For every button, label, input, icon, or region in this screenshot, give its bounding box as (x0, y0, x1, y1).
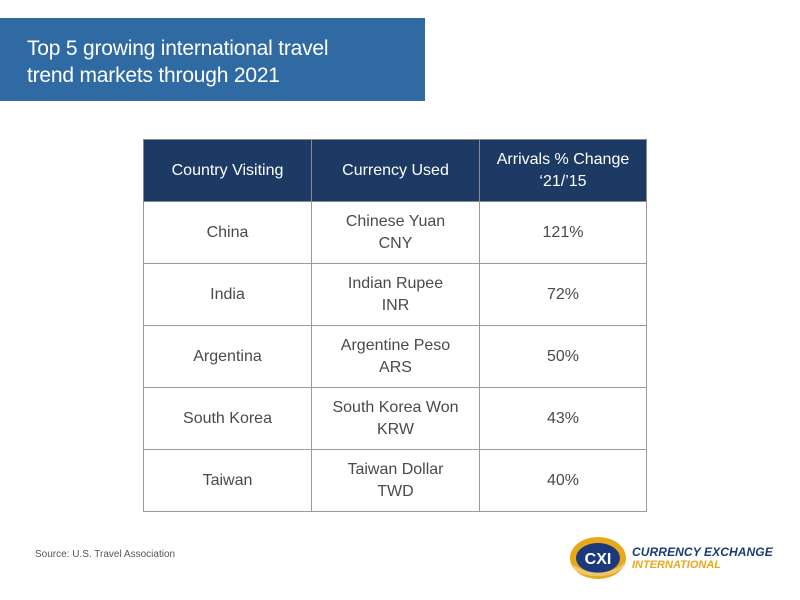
table-row: South Korea South Korea Won KRW 43% (143, 387, 647, 450)
cxi-logo-line-2: INTERNATIONAL (632, 559, 722, 571)
column-header-currency: Currency Used (311, 139, 480, 202)
cell-country: South Korea (143, 387, 312, 450)
cell-country: India (143, 263, 312, 326)
cell-currency: Chinese Yuan CNY (311, 201, 480, 264)
cell-arrivals-change: 40% (479, 449, 647, 512)
source-note: Source: U.S. Travel Association (35, 549, 176, 560)
cell-currency-code: KRW (376, 420, 415, 438)
cell-arrivals-change: 43% (479, 387, 647, 450)
column-header-arrivals-change-line-2: ‘21/’15 (539, 172, 587, 190)
column-header-arrivals-change: Arrivals % Change ‘21/’15 (479, 139, 647, 202)
cell-currency-name: Taiwan Dollar (347, 460, 444, 478)
cell-currency-name: Argentine Peso (340, 336, 451, 354)
cell-country: China (143, 201, 312, 264)
cxi-logo-mark-icon: CXI (570, 537, 626, 579)
cxi-logo-line-1: CURRENCY EXCHANGE (632, 545, 773, 559)
travel-markets-table: Country Visiting Currency Used Arrivals … (143, 139, 647, 512)
cell-currency-code: INR (381, 296, 410, 314)
cell-currency: Indian Rupee INR (311, 263, 480, 326)
cell-currency: Taiwan Dollar TWD (311, 449, 480, 512)
cell-arrivals-change: 121% (479, 201, 647, 264)
cell-currency-code: CNY (378, 234, 413, 252)
cell-country: Argentina (143, 325, 312, 388)
page-title-line-2: trend markets through 2021 (27, 64, 280, 87)
table-row: India Indian Rupee INR 72% (143, 263, 647, 326)
cell-country: Taiwan (143, 449, 312, 512)
cell-currency: Argentine Peso ARS (311, 325, 480, 388)
table-row: China Chinese Yuan CNY 121% (143, 201, 647, 264)
table-row: Taiwan Taiwan Dollar TWD 40% (143, 449, 647, 512)
cell-currency-name: South Korea Won (332, 398, 459, 416)
cell-currency-name: Indian Rupee (347, 274, 444, 292)
cell-currency-name: Chinese Yuan (345, 212, 446, 230)
cxi-logo-mark-text: CXI (585, 551, 612, 568)
cell-currency: South Korea Won KRW (311, 387, 480, 450)
column-header-arrivals-change-line-1: Arrivals % Change (496, 150, 630, 168)
column-header-currency-label: Currency Used (342, 161, 449, 179)
column-header-country: Country Visiting (143, 139, 312, 202)
cxi-logo-wordmark: CURRENCY EXCHANGE INTERNATIONAL (632, 545, 773, 572)
cell-arrivals-change: 72% (479, 263, 647, 326)
title-banner: Top 5 growing international travel trend… (0, 18, 425, 101)
table-row: Argentina Argentine Peso ARS 50% (143, 325, 647, 388)
cxi-logo: CXI CURRENCY EXCHANGE INTERNATIONAL (568, 535, 783, 581)
cell-currency-code: TWD (377, 482, 414, 500)
page-title-line-1: Top 5 growing international travel (27, 37, 329, 60)
column-header-country-label: Country Visiting (171, 161, 284, 179)
table-header-row: Country Visiting Currency Used Arrivals … (143, 139, 647, 202)
cell-currency-code: ARS (379, 358, 412, 376)
cell-arrivals-change: 50% (479, 325, 647, 388)
